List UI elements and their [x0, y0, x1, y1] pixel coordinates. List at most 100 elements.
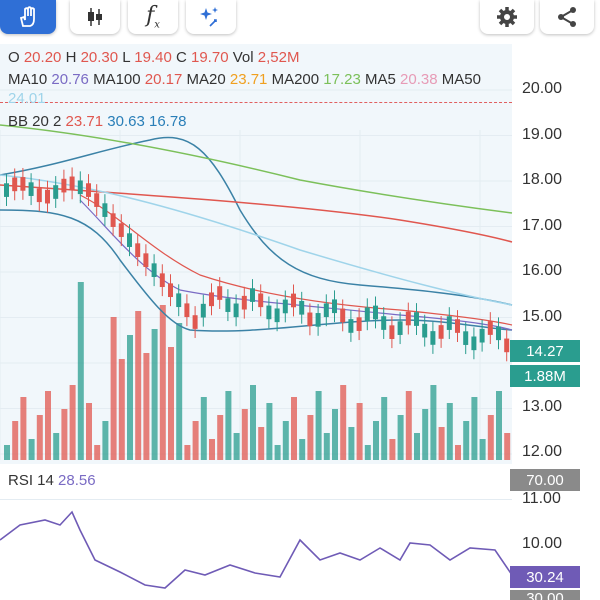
volume-bar — [291, 397, 297, 460]
volume-bar — [20, 397, 27, 460]
candle-body — [487, 321, 493, 335]
volume-value: 2,52M — [257, 49, 300, 66]
volume-bar — [159, 305, 166, 460]
volume-bar — [463, 421, 470, 460]
hand-pointer-icon — [19, 6, 35, 27]
volume-bar — [250, 385, 256, 460]
rsi-current-tag: 30.24 — [510, 566, 580, 588]
volume-bar — [184, 445, 191, 460]
candle-body — [405, 311, 411, 326]
bb-lower-value: 16.78 — [148, 113, 187, 130]
candle-body — [414, 312, 419, 326]
settings-gear-icon — [497, 7, 517, 27]
function-icon: fx — [146, 3, 160, 31]
current-price-dashed-line — [0, 102, 512, 103]
candlestick-button[interactable] — [70, 0, 120, 34]
price-label-16: 16.00 — [522, 262, 563, 279]
candle-body — [36, 188, 42, 203]
ma20-value: 23.71 — [229, 71, 268, 88]
candle-body — [381, 316, 387, 330]
function-button[interactable]: fx — [128, 0, 178, 34]
volume-bar — [118, 359, 125, 460]
candle-body — [496, 326, 501, 341]
volume-bar — [61, 409, 68, 460]
candle-body — [233, 303, 239, 318]
candle-body — [53, 185, 59, 199]
price-label-12: 12.00 — [522, 443, 563, 460]
candle-body — [397, 321, 403, 335]
volume-bar — [414, 433, 420, 460]
volume-bar — [217, 415, 224, 460]
candle-body — [135, 243, 141, 257]
volume-bar — [258, 427, 265, 460]
volume-bar — [323, 433, 330, 460]
ai-draw-button[interactable] — [186, 0, 236, 34]
candle-body — [217, 286, 223, 300]
ma5-label: MA5 — [365, 71, 396, 88]
volume-bar — [200, 397, 207, 460]
price-label-20: 20.00 — [522, 80, 563, 97]
ma10-label: MA10 — [8, 71, 48, 88]
low-label: L — [122, 49, 131, 66]
candle-body — [86, 183, 91, 197]
ma50-value: 24.01 — [8, 90, 46, 107]
volume-bar — [381, 397, 388, 460]
ma20-label: MA20 — [186, 71, 226, 88]
volume-bar — [307, 415, 314, 460]
volume-bar — [332, 409, 338, 460]
rsi-panel[interactable] — [0, 466, 512, 600]
volume-bar — [36, 415, 43, 460]
open-label: O — [8, 49, 20, 66]
bb-lower-line — [0, 209, 513, 332]
volume-bar — [94, 445, 101, 460]
candle-body — [250, 288, 255, 302]
volume-bar — [233, 433, 240, 460]
price-axis[interactable] — [512, 40, 600, 600]
volume-bar — [86, 403, 92, 460]
volume-bar — [225, 391, 232, 460]
candle-body — [176, 293, 182, 308]
candle-body — [323, 303, 329, 318]
price-label-13: 13.00 — [522, 398, 563, 415]
ohlc-readout: O 20.20 H 20.30 L 19.40 C 19.70 Vol 2,52… — [8, 48, 299, 68]
volume-bar — [487, 415, 494, 460]
candle-body — [389, 325, 395, 339]
chart-toolbar: fx — [0, 0, 600, 40]
settings-button[interactable] — [480, 0, 534, 34]
share-button[interactable] — [540, 0, 594, 34]
candle-body — [110, 213, 116, 227]
candle-body — [94, 193, 100, 207]
ma200-label: MA200 — [271, 71, 320, 88]
volume-bar — [110, 317, 117, 460]
candle-body — [168, 283, 173, 298]
volume-bar — [77, 282, 84, 460]
candle-body — [184, 303, 190, 318]
volume-bar — [397, 415, 404, 460]
rsi-30-tag: 30.00 — [510, 590, 580, 600]
volume-bar — [422, 409, 429, 460]
candle-body — [479, 328, 485, 343]
volume-bar — [438, 427, 445, 460]
candle-body — [143, 253, 149, 267]
rsi-line — [0, 510, 513, 589]
candle-body — [463, 331, 469, 345]
volume-bar — [471, 397, 478, 460]
volume-bar — [446, 403, 453, 460]
close-value: 19.70 — [191, 49, 229, 66]
candle-body — [151, 263, 157, 278]
candle-body — [192, 315, 198, 329]
bb-mid-value: 23.71 — [65, 113, 104, 130]
volume-bar — [45, 391, 51, 460]
candle-body — [77, 180, 83, 195]
candle-body — [446, 316, 452, 330]
close-label: C — [175, 49, 187, 66]
last-volume-tag: 1.88M — [510, 365, 580, 387]
rsi-readout: RSI 14 28.56 — [8, 472, 96, 489]
candle-body — [274, 308, 280, 323]
price-label-19: 19.00 — [522, 126, 563, 143]
candle-body — [200, 303, 206, 318]
share-icon — [558, 7, 576, 27]
hand-pointer-button[interactable] — [0, 0, 56, 34]
candle-body — [102, 203, 108, 217]
volume-bar — [209, 439, 215, 460]
